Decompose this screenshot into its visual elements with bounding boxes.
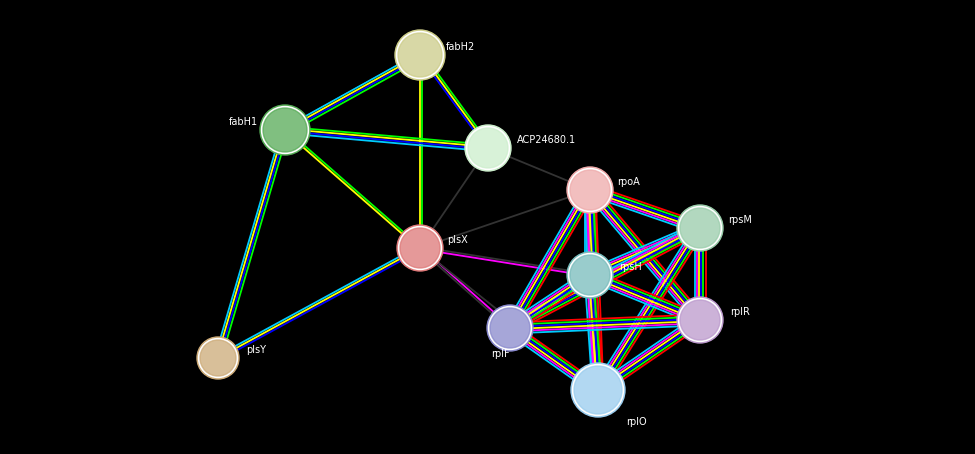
Text: plsY: plsY: [246, 345, 266, 355]
Text: rpoA: rpoA: [616, 177, 640, 187]
Circle shape: [398, 33, 442, 77]
Circle shape: [400, 228, 440, 268]
Circle shape: [399, 227, 442, 270]
Circle shape: [679, 298, 722, 341]
Circle shape: [680, 208, 720, 248]
Circle shape: [677, 205, 723, 251]
Circle shape: [567, 252, 613, 298]
Text: rpsM: rpsM: [728, 215, 752, 225]
Circle shape: [197, 337, 239, 379]
Circle shape: [677, 297, 723, 343]
Circle shape: [488, 306, 531, 350]
Circle shape: [199, 339, 238, 377]
Circle shape: [680, 300, 720, 340]
Circle shape: [395, 30, 445, 80]
Circle shape: [466, 127, 510, 169]
Circle shape: [568, 168, 611, 212]
Text: rpsH: rpsH: [618, 262, 642, 272]
Circle shape: [568, 253, 611, 296]
Text: rplF: rplF: [490, 349, 509, 359]
Circle shape: [574, 366, 622, 414]
Circle shape: [260, 105, 310, 155]
Circle shape: [570, 255, 610, 295]
Circle shape: [487, 305, 533, 351]
Text: fabH2: fabH2: [446, 42, 475, 52]
Text: plsX: plsX: [448, 235, 468, 245]
Circle shape: [397, 31, 444, 79]
Circle shape: [571, 363, 625, 417]
Circle shape: [263, 108, 307, 152]
Circle shape: [465, 125, 511, 171]
Circle shape: [200, 340, 236, 376]
Circle shape: [572, 365, 623, 415]
Circle shape: [679, 207, 722, 250]
Circle shape: [468, 128, 508, 168]
Circle shape: [567, 167, 613, 213]
Circle shape: [261, 107, 308, 153]
Text: rplO: rplO: [626, 417, 646, 427]
Text: rplR: rplR: [730, 307, 750, 317]
Text: fabH1: fabH1: [228, 117, 257, 127]
Text: ACP24680.1: ACP24680.1: [517, 135, 575, 145]
Circle shape: [570, 170, 610, 210]
Circle shape: [490, 308, 530, 348]
Circle shape: [397, 225, 443, 271]
